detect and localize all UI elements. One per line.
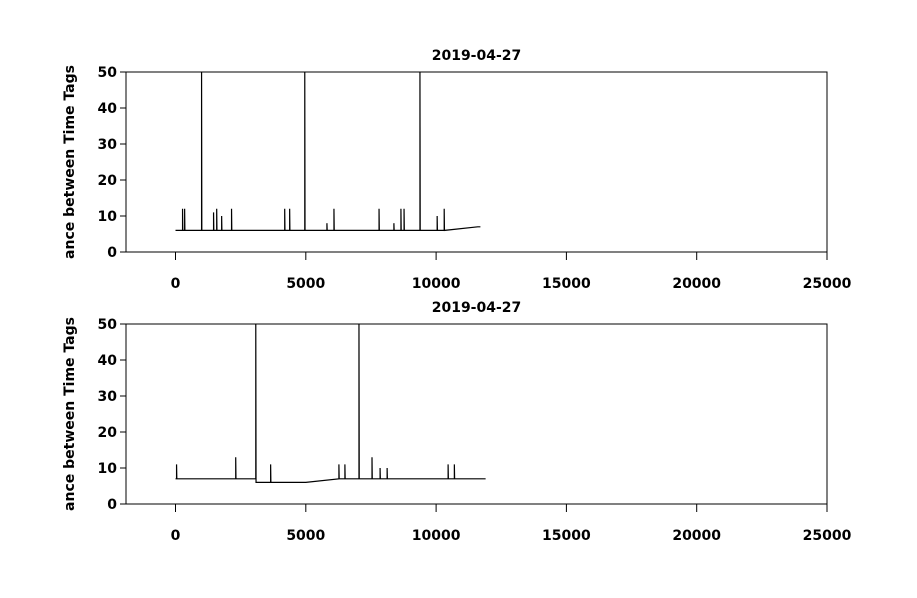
y-axis-label: ance between Time Tags	[62, 65, 78, 259]
chart-title: 2019-04-27	[432, 300, 522, 316]
x-tick-label: 10000	[412, 528, 461, 544]
x-tick-label: 5000	[286, 276, 325, 292]
y-tick-label: 10	[98, 461, 118, 477]
y-axis-label: ance between Time Tags	[62, 317, 78, 511]
y-tick-label: 0	[107, 245, 117, 261]
y-tick-label: 50	[98, 317, 118, 333]
y-tick-label: 20	[98, 173, 118, 189]
x-tick-label: 15000	[542, 276, 591, 292]
x-tick-label: 0	[171, 528, 181, 544]
chart-title: 2019-04-27	[432, 48, 522, 64]
data-line	[175, 323, 486, 483]
x-tick-label: 10000	[412, 276, 461, 292]
y-tick-label: 30	[98, 389, 118, 405]
data-line	[175, 71, 481, 232]
chart-panel: 2019-04-27 ance between Time Tags 0 10 20 30 4…	[62, 300, 852, 544]
x-tick-label: 20000	[672, 528, 721, 544]
plot-frame	[125, 323, 828, 505]
x-tick-label: 5000	[286, 528, 325, 544]
x-tick-label: 0	[171, 276, 181, 292]
y-tick-label: 10	[98, 209, 118, 225]
x-tick-label: 25000	[803, 276, 852, 292]
y-tick-label: 40	[98, 101, 118, 117]
y-tick-label: 40	[98, 353, 118, 369]
plot-frame	[125, 71, 828, 253]
y-tick-label: 0	[107, 497, 117, 513]
chart-panel: 2019-04-27 ance between Time Tags 0 10 20 30 4…	[62, 48, 852, 292]
x-tick-label: 15000	[542, 528, 591, 544]
y-tick-label: 20	[98, 425, 118, 441]
y-tick-label: 50	[98, 65, 118, 81]
x-tick-label: 20000	[672, 276, 721, 292]
y-tick-label: 30	[98, 137, 118, 153]
x-tick-label: 25000	[803, 528, 852, 544]
